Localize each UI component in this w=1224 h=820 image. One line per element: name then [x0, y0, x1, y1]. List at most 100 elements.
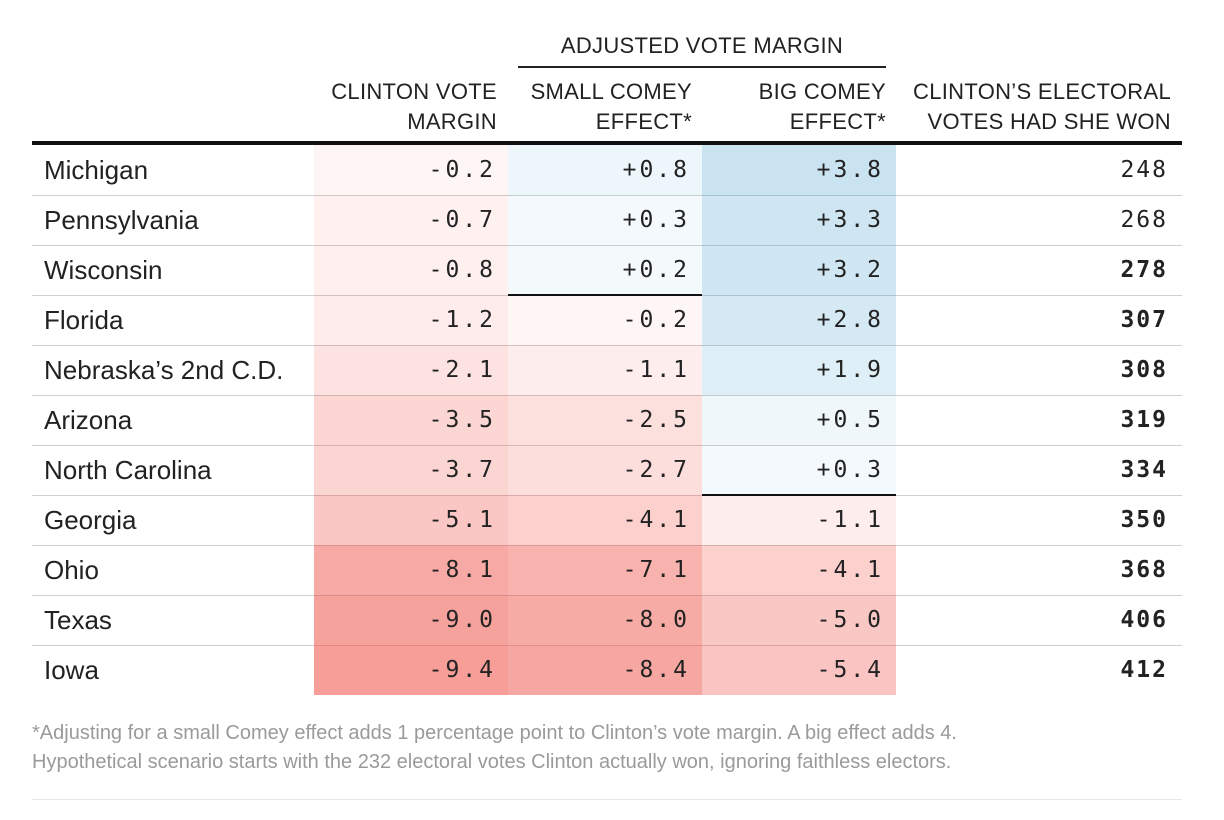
value-margin: -0.2 [428, 157, 496, 183]
value-small: +0.8 [622, 157, 690, 183]
value-margin: -1.2 [428, 307, 496, 333]
threshold-line-small [508, 294, 702, 296]
footnote: *Adjusting for a small Comey effect adds… [32, 719, 1192, 777]
value-big: +3.3 [816, 207, 884, 233]
value-electoral-votes: 268 [1120, 207, 1168, 233]
cell-bg-margin [314, 145, 508, 195]
cell-bg-big [702, 445, 896, 495]
row-divider [32, 245, 1182, 246]
cell-bg-small [508, 145, 702, 195]
value-electoral-votes: 278 [1120, 257, 1168, 283]
state-label: Ohio [44, 555, 99, 585]
footnote-line-2: Hypothetical scenario starts with the 23… [32, 751, 952, 773]
value-electoral-votes: 334 [1120, 457, 1168, 483]
cell-bg-margin [314, 345, 508, 395]
state-label: Arizona [44, 405, 133, 435]
value-small: -2.5 [622, 407, 690, 433]
threshold-line-big [702, 494, 896, 496]
value-margin: -3.7 [428, 457, 496, 483]
col-header-ev-line1: CLINTON’S ELECTORAL [913, 79, 1171, 104]
cell-bg-big [702, 295, 896, 345]
group-header: ADJUSTED VOTE MARGIN [560, 33, 844, 58]
cell-bg-big [702, 545, 896, 595]
cell-bg-small [508, 495, 702, 545]
cell-bg-small [508, 395, 702, 445]
cell-bg-big [702, 345, 896, 395]
row-divider [32, 445, 1182, 446]
value-big: +0.3 [816, 457, 884, 483]
cell-bg-small [508, 645, 702, 695]
value-electoral-votes: 319 [1120, 407, 1168, 433]
cell-bg-margin [314, 395, 508, 445]
state-label: Georgia [44, 505, 137, 535]
value-margin: -3.5 [428, 407, 496, 433]
value-electoral-votes: 350 [1120, 507, 1168, 533]
value-small: -1.1 [622, 357, 690, 383]
col-header-electoral-votes: CLINTON’S ELECTORAL VOTES HAD SHE WON [890, 77, 1171, 137]
value-big: +1.9 [816, 357, 884, 383]
value-big: +2.8 [816, 307, 884, 333]
cell-bg-small [508, 595, 702, 645]
row-divider [32, 395, 1182, 396]
row-divider [32, 195, 1182, 196]
bottom-rule [32, 799, 1182, 800]
cell-bg-big [702, 145, 896, 195]
group-header-rule [518, 66, 886, 68]
value-big: +3.2 [816, 257, 884, 283]
row-divider [32, 545, 1182, 546]
col-header-small-comey: SMALL COMEY EFFECT* [500, 77, 692, 137]
value-margin: -9.4 [428, 657, 496, 683]
cell-bg-margin [314, 595, 508, 645]
state-label: Pennsylvania [44, 205, 199, 235]
value-margin: -5.1 [428, 507, 496, 533]
cell-bg-small [508, 245, 702, 295]
cell-bg-margin [314, 295, 508, 345]
col-header-small-line1: SMALL COMEY [530, 79, 692, 104]
footnote-line-1: *Adjusting for a small Comey effect adds… [32, 722, 957, 744]
value-big: -1.1 [816, 507, 884, 533]
value-big: +3.8 [816, 157, 884, 183]
value-small: -2.7 [622, 457, 690, 483]
value-margin: -9.0 [428, 607, 496, 633]
value-electoral-votes: 307 [1120, 307, 1168, 333]
row-divider [32, 345, 1182, 346]
cell-bg-small [508, 195, 702, 245]
col-header-big-line2: EFFECT* [789, 109, 886, 134]
value-small: -8.0 [622, 607, 690, 633]
state-label: Iowa [44, 655, 99, 685]
col-header-small-line2: EFFECT* [595, 109, 692, 134]
value-margin: -0.7 [428, 207, 496, 233]
state-label: Texas [44, 605, 112, 635]
cell-bg-big [702, 645, 896, 695]
value-electoral-votes: 412 [1120, 657, 1168, 683]
state-label: Nebraska’s 2nd C.D. [44, 355, 284, 385]
state-label: Florida [44, 305, 124, 335]
cell-bg-small [508, 295, 702, 345]
cell-bg-small [508, 345, 702, 395]
value-small: +0.2 [622, 257, 690, 283]
value-big: -5.4 [816, 657, 884, 683]
col-header-margin: CLINTON VOTE MARGIN [300, 77, 497, 137]
col-header-margin-line2: MARGIN [407, 109, 497, 134]
value-margin: -8.1 [428, 557, 496, 583]
value-electoral-votes: 368 [1120, 557, 1168, 583]
col-header-ev-line2: VOTES HAD SHE WON [927, 109, 1171, 134]
header-rule [32, 141, 1182, 145]
cell-bg-big [702, 395, 896, 445]
cell-bg-margin [314, 195, 508, 245]
value-electoral-votes: 248 [1120, 157, 1168, 183]
value-big: +0.5 [816, 407, 884, 433]
value-big: -5.0 [816, 607, 884, 633]
cell-bg-margin [314, 445, 508, 495]
value-small: -0.2 [622, 307, 690, 333]
cell-bg-margin [314, 245, 508, 295]
row-divider [32, 645, 1182, 646]
row-divider [32, 495, 1182, 496]
cell-bg-big [702, 195, 896, 245]
value-small: -4.1 [622, 507, 690, 533]
value-margin: -0.8 [428, 257, 496, 283]
col-header-big-comey: BIG COMEY EFFECT* [700, 77, 886, 137]
value-electoral-votes: 308 [1120, 357, 1168, 383]
value-big: -4.1 [816, 557, 884, 583]
